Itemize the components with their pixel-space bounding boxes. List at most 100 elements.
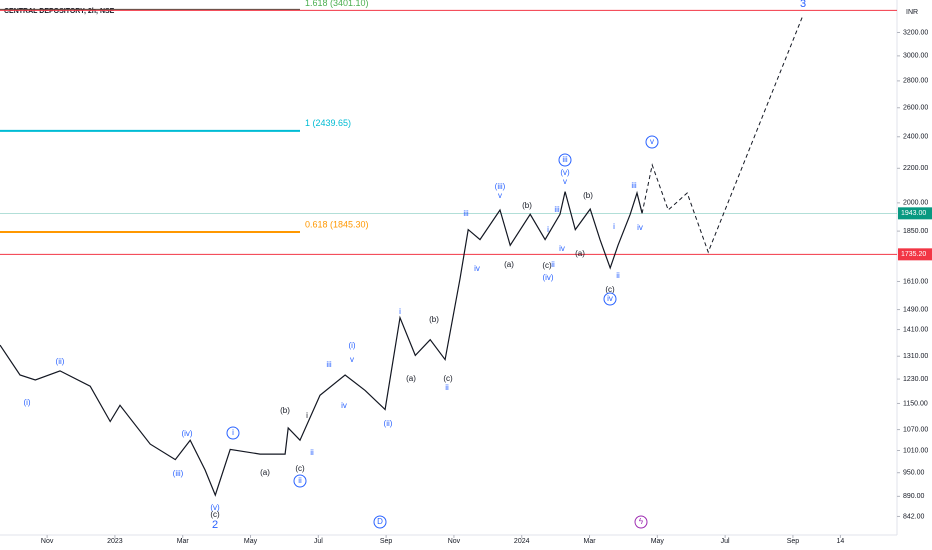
wave-label: iii [554, 205, 560, 214]
wave-label: ii [298, 476, 302, 485]
wave-label: i [399, 307, 401, 316]
y-tick-label: 950.00 [903, 470, 925, 477]
wave-label: ii [310, 448, 314, 457]
y-tick-label: 1230.00 [903, 376, 928, 383]
y-tick-label: 3000.00 [903, 53, 928, 60]
y-tick-label: 3200.00 [903, 29, 928, 36]
wave-label: (c) [210, 510, 220, 519]
fib-level-label: 0.618 (1845.30) [305, 219, 369, 229]
x-tick-label: Sep [380, 538, 393, 545]
wave-label: (iv) [181, 429, 192, 438]
wave-label: (a) [575, 249, 585, 258]
wave-label: (b) [583, 191, 593, 200]
y-tick-label: 1150.00 [903, 400, 928, 407]
wave-label: (c) [295, 464, 305, 473]
wave-label: (i) [348, 341, 355, 350]
event-icon[interactable] [634, 515, 648, 529]
y-tick-label: 1490.00 [903, 306, 928, 313]
y-tick-label: 2200.00 [903, 165, 928, 172]
y-tick-label: 1410.00 [903, 326, 928, 333]
wave-label: ii [445, 383, 449, 392]
wave-label: D [377, 517, 383, 526]
wave-label: (c) [605, 285, 615, 294]
wave-label: iv [637, 223, 643, 232]
wave-label: i [306, 411, 308, 420]
x-tick-label: 14 [836, 538, 844, 545]
x-tick-label: May [651, 538, 665, 545]
x-tick-label: May [244, 538, 258, 545]
wave-label: (v) [560, 168, 570, 177]
wave-label: (c) [542, 261, 552, 270]
x-tick-label: Jul [314, 538, 323, 545]
wave-label: (v) [210, 503, 220, 512]
price-label-box [898, 248, 932, 261]
y-tick-label: 1070.00 [903, 426, 928, 433]
wave-label: ii [551, 260, 555, 269]
y-tick-label: 2600.00 [903, 105, 928, 112]
wave-label: (iv) [542, 273, 553, 282]
wave-label: (ii) [384, 419, 393, 428]
wave-circle [293, 474, 307, 488]
price-line-series [0, 190, 643, 497]
wave-label: (a) [406, 374, 416, 383]
price-label: 1943.00 [901, 210, 926, 217]
wave-circle [603, 292, 617, 306]
wave-label: v [650, 137, 654, 146]
wave-label: (iii) [173, 469, 184, 478]
wave-label: iii [326, 360, 332, 369]
wave-circle [226, 426, 240, 440]
wave-label: iii [631, 181, 637, 190]
wave-label: (b) [280, 406, 290, 415]
event-icon-glyph: ϟ [639, 517, 644, 526]
x-tick-label: Mar [177, 538, 190, 545]
price-label: 1735.20 [901, 251, 926, 258]
wave-label: 3 [800, 0, 806, 10]
wave-label: iv [474, 264, 480, 273]
wave-label: iii [562, 155, 568, 164]
x-tick-label: Nov [41, 538, 54, 545]
x-tick-label: 2023 [107, 538, 123, 545]
wave-label: (c) [443, 374, 453, 383]
y-tick-label: 842.00 [903, 513, 925, 520]
wave-label: (a) [260, 468, 270, 477]
wave-circle [373, 515, 387, 529]
y-tick-label: 1010.00 [903, 447, 928, 454]
wave-label: iv [341, 401, 347, 410]
y-tick-label: 2400.00 [903, 134, 928, 141]
x-tick-label: 2024 [514, 538, 530, 545]
wave-circle [558, 153, 572, 167]
wave-label: i [232, 428, 234, 437]
wave-circle [645, 135, 659, 149]
wave-label: (ii) [56, 357, 65, 366]
wave-label: v [563, 177, 567, 186]
wave-label: i [613, 222, 615, 231]
y-tick-label: 2800.00 [903, 78, 928, 85]
chart-title: CENTRAL DEPOSITORY, 2h, NSE [4, 8, 115, 15]
x-tick-label: Mar [583, 538, 596, 545]
wave-label: 2 [212, 519, 218, 531]
x-tick-label: Nov [448, 538, 461, 545]
x-tick-label: Sep [787, 538, 800, 545]
wave-label: (i) [23, 398, 30, 407]
y-tick-label: 1850.00 [903, 228, 928, 235]
fib-level-label: 1 (2439.65) [305, 118, 351, 128]
wave-label: iv [607, 294, 613, 303]
price-label-box [898, 207, 932, 220]
y-tick-label: 1610.00 [903, 278, 928, 285]
wave-label: (a) [504, 260, 514, 269]
y-tick-label: 2000.00 [903, 200, 928, 207]
x-tick-label: Jul [721, 538, 730, 545]
y-tick-label: 890.00 [903, 493, 925, 500]
wave-label: (b) [522, 201, 532, 210]
wave-label: (b) [429, 315, 439, 324]
wave-label: iii [463, 209, 469, 218]
currency-label: INR [906, 9, 918, 16]
wave-label: iv [559, 244, 565, 253]
wave-label: v [498, 191, 502, 200]
fib-level-label: 1.618 (3401.10) [305, 0, 369, 8]
y-tick-label: 1310.00 [903, 353, 928, 360]
projection-line [641, 14, 804, 254]
wave-label: i [547, 225, 549, 234]
